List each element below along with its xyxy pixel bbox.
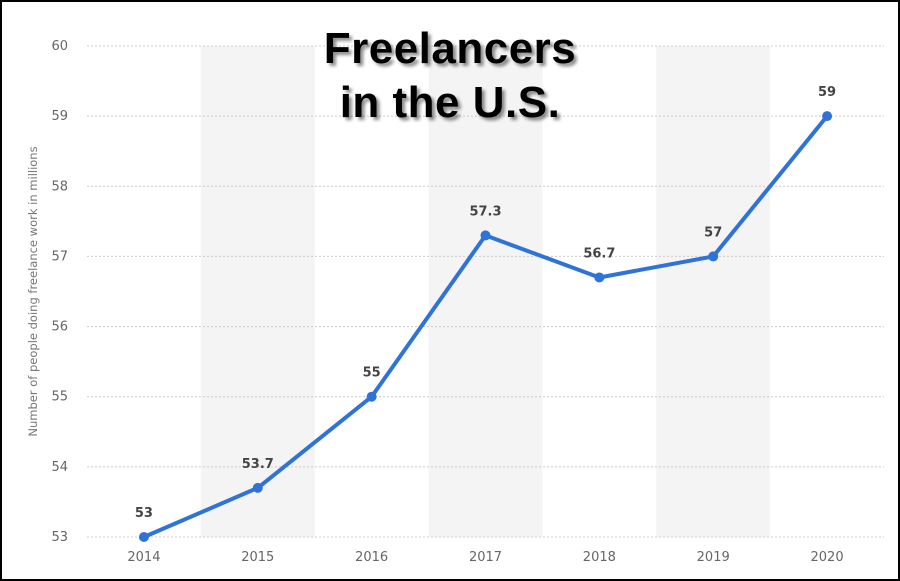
x-tick-label: 2015 <box>241 550 274 565</box>
data-label: 53 <box>135 506 153 521</box>
y-tick-label: 59 <box>51 109 68 124</box>
data-label: 57.3 <box>469 204 501 219</box>
y-tick-label: 57 <box>51 249 68 264</box>
data-point <box>822 111 833 122</box>
data-point <box>480 230 491 241</box>
y-tick-label: 55 <box>51 390 68 405</box>
column-band <box>656 46 771 537</box>
data-point <box>138 532 149 542</box>
chart-title-line-2: in the U.S. <box>339 78 561 127</box>
data-label: 56.7 <box>583 246 615 261</box>
chart-title: Freelancers in the U.S. <box>260 22 640 130</box>
data-label: 55 <box>363 366 381 381</box>
x-tick-label: 2018 <box>583 550 616 565</box>
y-tick-label: 53 <box>51 530 68 545</box>
x-tick-label: 2014 <box>127 550 160 565</box>
y-axis-label: Number of people doing freelance work in… <box>26 146 40 436</box>
y-tick-label: 54 <box>51 460 68 475</box>
data-point <box>708 251 719 262</box>
y-tick-label: 60 <box>51 39 68 54</box>
y-tick-label: 58 <box>51 179 68 194</box>
x-tick-label: 2019 <box>697 550 730 565</box>
data-point <box>594 272 605 283</box>
chart-title-line-1: Freelancers <box>323 24 577 73</box>
data-point <box>366 391 377 402</box>
x-tick-label: 2020 <box>811 550 844 565</box>
data-label: 59 <box>818 85 836 100</box>
x-tick-label: 2017 <box>469 550 502 565</box>
data-label: 53.7 <box>242 457 274 472</box>
data-label: 57 <box>704 225 722 240</box>
y-tick-label: 56 <box>51 320 68 335</box>
x-tick-label: 2016 <box>355 550 388 565</box>
data-point <box>252 482 263 493</box>
